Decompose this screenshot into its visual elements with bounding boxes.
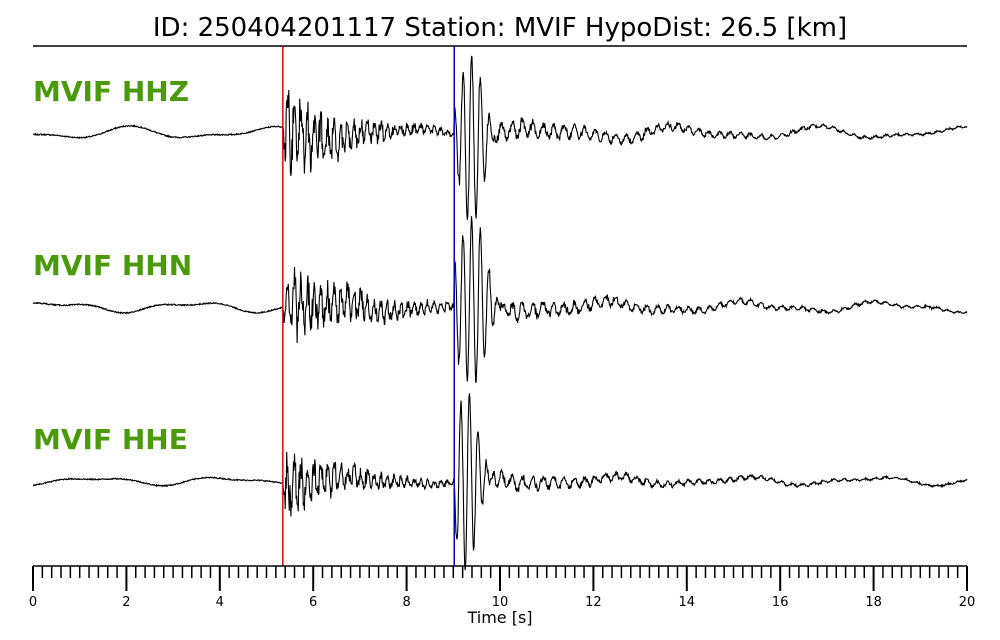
x-tick-label: 12 [585,595,602,610]
x-tick-label: 18 [865,595,882,610]
x-tick-label: 14 [679,595,696,610]
x-tick-label: 0 [29,595,37,610]
x-tick-label: 4 [216,595,224,610]
x-tick-label: 10 [492,595,509,610]
channel-label-2: MVIF HHE [33,423,188,456]
chart-title: ID: 250404201117 Station: MVIF HypoDist:… [153,13,847,43]
x-tick-label: 2 [122,595,130,610]
trace-2 [32,393,968,571]
pick-lines [282,46,455,566]
trace-0 [32,55,968,220]
channel-label-1: MVIF HHN [33,249,192,282]
x-tick-label: 6 [309,595,317,610]
x-axis: 0 2 4 6 8 10 12 14 16 18 20 [29,565,976,610]
x-axis-label: Time [s] [466,608,532,627]
x-tick-label: 16 [772,595,789,610]
channel-label-0: MVIF HHZ [33,75,189,108]
x-tick-label: 20 [959,595,976,610]
trace-group: MVIF HHZ MVIF HHN MVIF HHE [32,55,968,571]
trace-1 [32,216,968,384]
x-tick-label: 8 [402,595,410,610]
